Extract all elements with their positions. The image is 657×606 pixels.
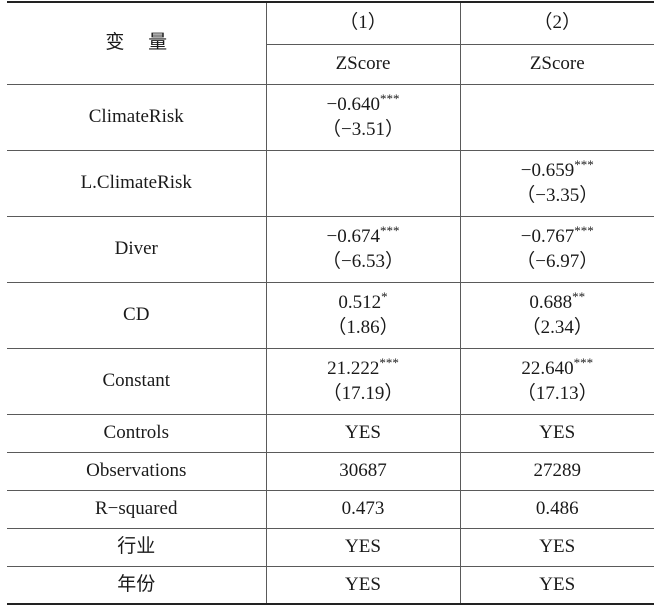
coef-value: −0.767 xyxy=(520,225,575,247)
coef-cell: 22.640*** （17.13） xyxy=(459,347,654,415)
sig-stars: *** xyxy=(573,354,594,370)
stat-cell: YES xyxy=(265,413,461,453)
row-label: Observations xyxy=(7,451,267,491)
stat-cell: YES xyxy=(459,527,654,567)
stat-row: 年份 YES YES xyxy=(7,565,654,605)
coef-value: −0.659 xyxy=(520,159,575,181)
stat-cell: YES xyxy=(265,565,461,605)
coef-cell: −0.659*** （−3.35） xyxy=(459,149,654,217)
stat-cell: 27289 xyxy=(459,451,654,491)
sig-stars: *** xyxy=(574,222,594,238)
coef-cell xyxy=(265,149,461,217)
column-2-number: （2） xyxy=(459,1,654,45)
t-stat: （−6.53） xyxy=(322,250,404,272)
t-stat: （17.13） xyxy=(516,382,598,404)
stat-cell: YES xyxy=(265,527,461,567)
coef-cell: −0.640*** （−3.51） xyxy=(265,83,461,151)
coef-row: Constant 21.222*** （17.19） 22.640*** （17.1… xyxy=(7,347,654,415)
row-label: Constant xyxy=(7,347,267,415)
sig-stars: *** xyxy=(379,90,400,106)
stat-cell: 30687 xyxy=(265,451,461,491)
variable-header: 变 量 xyxy=(7,1,267,85)
row-label: 行业 xyxy=(7,527,267,567)
row-label: Controls xyxy=(7,413,267,453)
sig-stars: *** xyxy=(574,156,594,172)
t-stat: （17.19） xyxy=(322,382,404,404)
coef-cell: −0.674*** （−6.53） xyxy=(265,215,461,283)
coef-row: L.ClimateRisk −0.659*** （−3.35） xyxy=(7,149,654,217)
sig-stars: * xyxy=(381,288,388,304)
column-1-dependent-var: ZScore xyxy=(266,43,461,85)
coef-value: 22.640 xyxy=(521,357,574,379)
row-label: R−squared xyxy=(7,489,267,529)
stat-row: Controls YES YES xyxy=(7,413,654,453)
coef-row: Diver −0.674*** （−6.53） −0.767*** （−6.97） xyxy=(7,215,654,283)
row-label: Diver xyxy=(7,215,267,283)
sig-stars: ** xyxy=(572,288,586,304)
sig-stars: *** xyxy=(379,222,400,238)
stat-row: Observations 30687 27289 xyxy=(7,451,654,491)
t-stat: （−3.51） xyxy=(322,118,404,140)
coef-value: 0.688 xyxy=(529,291,573,313)
stat-row: R−squared 0.473 0.486 xyxy=(7,489,654,529)
row-label: 年份 xyxy=(7,565,267,605)
coef-row: ClimateRisk −0.640*** （−3.51） xyxy=(7,83,654,151)
stat-cell: 0.486 xyxy=(459,489,654,529)
t-stat: （1.86） xyxy=(327,316,399,338)
coef-cell: 0.512* （1.86） xyxy=(265,281,461,349)
coef-cell: 0.688** （2.34） xyxy=(459,281,654,349)
row-label: ClimateRisk xyxy=(7,83,267,151)
t-stat: （−6.97） xyxy=(516,250,599,272)
column-2-dependent-var: ZScore xyxy=(459,43,654,85)
coef-cell: −0.767*** （−6.97） xyxy=(459,215,654,283)
coef-value: 21.222 xyxy=(327,357,380,379)
row-label: CD xyxy=(7,281,267,349)
coef-cell xyxy=(459,83,654,151)
stat-row: 行业 YES YES xyxy=(7,527,654,567)
coef-value: −0.640 xyxy=(326,93,380,115)
coef-row: CD 0.512* （1.86） 0.688** （2.34） xyxy=(7,281,654,349)
t-stat: （2.34） xyxy=(521,316,593,338)
column-1-number: （1） xyxy=(265,1,461,45)
sig-stars: *** xyxy=(379,354,399,370)
stat-cell: YES xyxy=(459,565,654,605)
regression-table: 变 量 （1） （2） ZScore ZScore ClimateRisk −0… xyxy=(7,1,654,605)
coef-value: −0.674 xyxy=(326,225,380,247)
coef-value: 0.512 xyxy=(338,291,382,313)
coef-cell: 21.222*** （17.19） xyxy=(265,347,461,415)
row-label: L.ClimateRisk xyxy=(7,149,267,217)
stat-cell: YES xyxy=(459,413,654,453)
stat-cell: 0.473 xyxy=(265,489,461,529)
t-stat: （−3.35） xyxy=(516,184,599,206)
